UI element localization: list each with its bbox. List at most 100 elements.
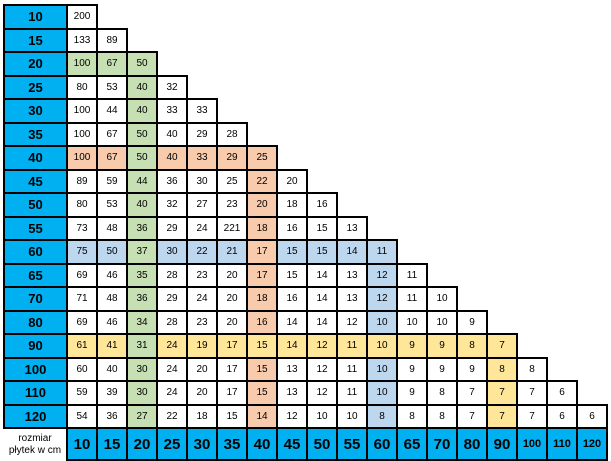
- value-cell: 14: [306, 262, 338, 288]
- value-cell: 24: [156, 380, 188, 406]
- empty-cell: [397, 52, 427, 76]
- empty-cell: [277, 29, 307, 53]
- value-cell: 20: [216, 309, 248, 335]
- value-cell: 13: [276, 356, 308, 382]
- value-cell: 36: [126, 286, 158, 312]
- empty-cell: [337, 170, 367, 194]
- value-cell: 23: [186, 309, 218, 335]
- row-header-cell: 60: [3, 239, 68, 265]
- empty-cell: [457, 76, 487, 100]
- empty-cell: [247, 5, 277, 29]
- row-header-cell: 55: [3, 215, 68, 241]
- value-cell: 8: [426, 380, 458, 406]
- value-cell: 15: [246, 333, 278, 359]
- empty-cell: [517, 334, 547, 358]
- spreadsheet-canvas: 10 200 15 133 89 20 100 67 50 25 80 53 40 32 30 100 44 40…: [3, 4, 608, 461]
- value-cell: 6: [546, 403, 578, 429]
- empty-cell: [517, 240, 547, 264]
- value-cell: 10: [336, 403, 368, 429]
- table-row: 10 200: [3, 4, 607, 30]
- empty-cell: [157, 5, 187, 29]
- column-header-cell: 50: [306, 427, 338, 461]
- footer-label-line: płytek w cm: [8, 444, 62, 456]
- empty-cell: [397, 217, 427, 241]
- value-cell: 69: [66, 262, 98, 288]
- value-cell: 60: [66, 356, 98, 382]
- value-cell: 22: [156, 403, 188, 429]
- value-cell: 19: [186, 333, 218, 359]
- value-cell: 14: [246, 403, 278, 429]
- value-cell: 17: [216, 380, 248, 406]
- empty-cell: [457, 52, 487, 76]
- empty-cell: [577, 264, 607, 288]
- column-header-cell: 45: [276, 427, 308, 461]
- empty-cell: [337, 99, 367, 123]
- empty-cell: [337, 5, 367, 29]
- value-cell: 33: [186, 98, 218, 124]
- table-row: 100 60 40 30 24 20 17 15 13 12 11 10 9 9 9 8 8: [3, 356, 607, 382]
- value-cell: 50: [126, 145, 158, 171]
- value-cell: 15: [246, 380, 278, 406]
- value-cell: 7: [486, 403, 518, 429]
- row-header-cell: 15: [3, 27, 68, 53]
- value-cell: 53: [96, 74, 128, 100]
- empty-cell: [457, 29, 487, 53]
- value-cell: 100: [66, 51, 98, 77]
- value-cell: 20: [186, 356, 218, 382]
- empty-cell: [427, 76, 457, 100]
- empty-cell: [427, 52, 457, 76]
- table-row: 50 80 53 40 32 27 23 20 18 16: [3, 192, 607, 218]
- value-cell: 40: [156, 121, 188, 147]
- value-cell: 40: [156, 145, 188, 171]
- value-cell: 89: [96, 27, 128, 53]
- value-cell: 25: [246, 145, 278, 171]
- value-cell: 67: [96, 121, 128, 147]
- value-cell: 89: [66, 168, 98, 194]
- empty-cell: [397, 99, 427, 123]
- value-cell: 28: [216, 121, 248, 147]
- value-cell: 100: [66, 145, 98, 171]
- empty-cell: [367, 146, 397, 170]
- empty-cell: [307, 76, 337, 100]
- value-cell: 27: [126, 403, 158, 429]
- empty-cell: [487, 170, 517, 194]
- column-header-cell: 10: [66, 427, 98, 461]
- empty-cell: [457, 123, 487, 147]
- empty-cell: [577, 358, 607, 382]
- empty-cell: [127, 5, 157, 29]
- empty-cell: [517, 99, 547, 123]
- empty-cell: [307, 52, 337, 76]
- value-cell: 7: [456, 380, 488, 406]
- value-cell: 9: [456, 309, 488, 335]
- value-cell: 54: [66, 403, 98, 429]
- empty-cell: [217, 52, 247, 76]
- value-cell: 40: [96, 356, 128, 382]
- value-cell: 30: [126, 380, 158, 406]
- table-row: 90 61 41 31 24 19 17 15 14 12 11 10 9 9 8 7: [3, 333, 607, 359]
- empty-cell: [577, 52, 607, 76]
- value-cell: 7: [456, 403, 488, 429]
- value-cell: 75: [66, 239, 98, 265]
- table-row: 35 100 67 50 40 29 28: [3, 121, 607, 147]
- value-cell: 15: [306, 239, 338, 265]
- footer-row: rozmiar płytek w cm 10 15 20 25 30 35 40 45 50 55 60…: [4, 427, 608, 461]
- empty-cell: [547, 5, 577, 29]
- empty-cell: [337, 146, 367, 170]
- empty-cell: [547, 358, 577, 382]
- empty-cell: [187, 29, 217, 53]
- value-cell: 10: [366, 356, 398, 382]
- empty-cell: [397, 76, 427, 100]
- value-cell: 10: [366, 309, 398, 335]
- empty-cell: [157, 52, 187, 76]
- empty-cell: [547, 76, 577, 100]
- empty-cell: [517, 217, 547, 241]
- value-cell: 14: [336, 239, 368, 265]
- value-cell: 24: [186, 286, 218, 312]
- tile-size-table: 10 200 15 133 89 20 100 67 50 25 80 53 40 32 30 100 44 40…: [3, 4, 608, 461]
- empty-cell: [307, 5, 337, 29]
- empty-cell: [397, 170, 427, 194]
- value-cell: 8: [486, 356, 518, 382]
- empty-cell: [427, 264, 457, 288]
- empty-cell: [517, 264, 547, 288]
- table-row: 80 69 46 34 28 23 20 16 14 14 12 10 10 10 9: [3, 309, 607, 335]
